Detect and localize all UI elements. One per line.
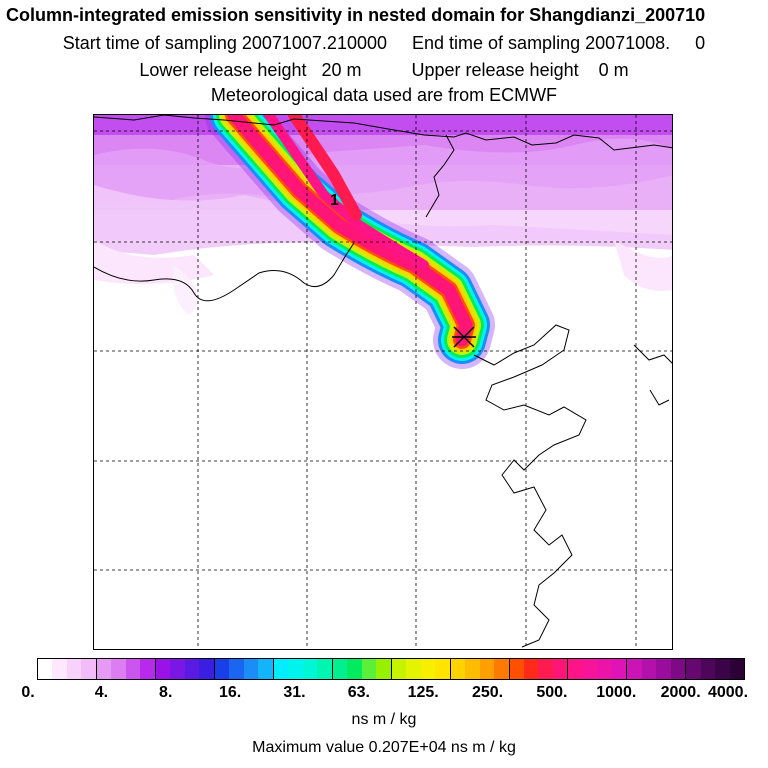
colorbar-tick-label: 16. bbox=[218, 684, 242, 701]
colorbar-swatch bbox=[258, 659, 274, 679]
colorbar-swatch bbox=[611, 659, 628, 679]
lat-lon-grid bbox=[94, 115, 672, 649]
colorbar-swatch bbox=[214, 659, 230, 679]
colorbar-swatch bbox=[656, 659, 671, 679]
colorbar-swatch bbox=[302, 659, 318, 679]
map-title: Column-integrated emission sensitivity i… bbox=[6, 5, 706, 25]
colorbar-tick-label: 1000. bbox=[596, 684, 637, 701]
meteo-source: Meteorological data used are from ECMWF bbox=[210, 85, 558, 105]
colorbar-swatch bbox=[465, 659, 480, 679]
colorbar-tick-label: 63. bbox=[347, 684, 370, 701]
colorbar-swatch bbox=[243, 659, 259, 679]
colorbar-swatch bbox=[420, 659, 436, 679]
colorbar-swatch bbox=[450, 659, 466, 679]
map-canvas: 1 bbox=[94, 115, 672, 649]
colorbar-swatch bbox=[552, 659, 569, 679]
release-heights: Lower release height 20 m Upper release … bbox=[139, 60, 629, 80]
sampling-times: Start time of sampling 20071007.210000 E… bbox=[62, 33, 706, 53]
receptor-x-marker[interactable] bbox=[452, 326, 476, 348]
colorbar-swatch bbox=[597, 659, 612, 679]
colorbar-swatch bbox=[670, 659, 687, 679]
colorbar-swatch bbox=[332, 659, 348, 679]
map-panel[interactable]: 1 bbox=[93, 114, 673, 650]
colorbar-swatch bbox=[538, 659, 553, 679]
colorbar-swatch bbox=[199, 659, 215, 679]
sensitivity-field-low bbox=[94, 115, 672, 315]
colorbar-swatch bbox=[66, 659, 82, 679]
colorbar-swatch bbox=[52, 659, 67, 679]
colorbar-swatch bbox=[715, 659, 730, 679]
colorbar-swatch bbox=[494, 659, 510, 679]
colorbar-swatch bbox=[170, 659, 185, 679]
colorbar-swatch bbox=[509, 659, 524, 679]
colorbar-tick-label: 4. bbox=[94, 684, 109, 701]
colorbar-swatch bbox=[700, 659, 716, 679]
colorbar-swatch bbox=[435, 659, 451, 679]
colorbar-swatch bbox=[361, 659, 377, 679]
colorbar-swatch bbox=[627, 659, 642, 679]
colorbar-swatch bbox=[273, 659, 289, 679]
colorbar-tick-label: 2000. bbox=[660, 684, 701, 701]
colorbar-swatch bbox=[376, 659, 392, 679]
colorbar-swatch bbox=[111, 659, 126, 679]
colorbar-swatch bbox=[155, 659, 171, 679]
colorbar-swatch bbox=[125, 659, 141, 679]
colorbar-swatch bbox=[317, 659, 333, 679]
colorbar-units: ns m / kg bbox=[351, 711, 417, 728]
colorbar-swatch bbox=[288, 659, 303, 679]
colorbar-tick-label: 31. bbox=[283, 684, 306, 701]
colorbar-swatch bbox=[686, 659, 701, 679]
maximum-value-text: Maximum value 0.207E+04 ns m / kg bbox=[252, 739, 516, 756]
colorbar-swatch bbox=[729, 659, 745, 679]
colorbar-tick-label: 500. bbox=[536, 684, 568, 701]
colorbar-tick-label: 125. bbox=[407, 684, 439, 701]
plume-marker-label: 1 bbox=[330, 192, 339, 209]
coastlines bbox=[94, 115, 672, 648]
colorbar-swatch bbox=[347, 659, 362, 679]
colorbar bbox=[37, 658, 745, 680]
colorbar-tick-label: 0. bbox=[21, 684, 35, 701]
colorbar-swatch bbox=[523, 659, 539, 679]
colorbar-tick-labels: 0. 4. 8. 16. 31. 63. 125. 250. 500. 1000. 2000. 400… bbox=[0, 684, 768, 704]
colorbar-swatch bbox=[96, 659, 112, 679]
colorbar-swatch bbox=[641, 659, 657, 679]
colorbar-swatch bbox=[81, 659, 97, 679]
colorbar-swatch bbox=[229, 659, 244, 679]
colorbar-swatch bbox=[479, 659, 495, 679]
colorbar-swatch bbox=[140, 659, 156, 679]
colorbar-swatch bbox=[582, 659, 598, 679]
colorbar-swatch bbox=[406, 659, 421, 679]
sensitivity-plume bbox=[205, 115, 495, 369]
colorbar-swatch bbox=[184, 659, 200, 679]
colorbar-swatch bbox=[38, 659, 53, 679]
colorbar-tick-label: 250. bbox=[471, 684, 504, 701]
colorbar-swatch bbox=[568, 659, 583, 679]
colorbar-swatch bbox=[391, 659, 407, 679]
colorbar-tick-label: 4000. bbox=[707, 684, 749, 701]
colorbar-tick-label: 8. bbox=[159, 684, 173, 701]
